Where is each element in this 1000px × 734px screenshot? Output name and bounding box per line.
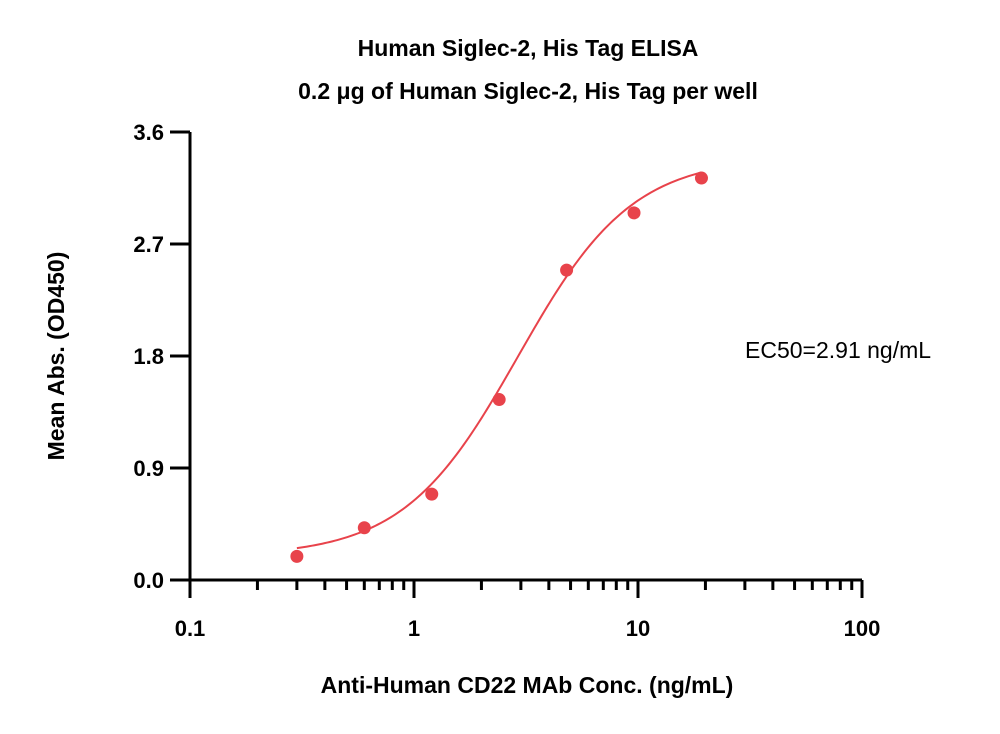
fit-curve [296, 171, 702, 550]
chart-title: Human Siglec-2, His Tag ELISA [358, 35, 699, 61]
x-tick-label: 0.1 [175, 616, 206, 641]
y-tick-label: 0.9 [133, 456, 164, 481]
y-tick-label: 3.6 [133, 120, 164, 145]
chart-subtitle: 0.2 μg of Human Siglec-2, His Tag per we… [298, 78, 758, 104]
x-tick-label: 1 [408, 616, 420, 641]
data-point [694, 171, 708, 185]
data-point [290, 549, 304, 563]
x-axis: 0.1 1 10 100 [175, 578, 881, 641]
x-axis-title: Anti-Human CD22 MAb Conc. (ng/mL) [321, 672, 734, 698]
y-tick-label: 0.0 [133, 568, 164, 593]
data-points [290, 171, 708, 563]
data-point [492, 393, 506, 407]
data-point [627, 206, 641, 220]
y-tick-label: 1.8 [133, 344, 164, 369]
y-axis-title: Mean Abs. (OD450) [43, 252, 69, 461]
x-tick-label: 10 [626, 616, 650, 641]
x-tick-label: 100 [844, 616, 881, 641]
data-point [560, 263, 574, 277]
ec50-annotation: EC50=2.91 ng/mL [745, 337, 931, 363]
y-axis: 0.0 0.9 1.8 2.7 3.6 [133, 120, 192, 593]
data-point [425, 487, 439, 501]
y-tick-label: 2.7 [133, 232, 164, 257]
data-point [357, 521, 371, 535]
